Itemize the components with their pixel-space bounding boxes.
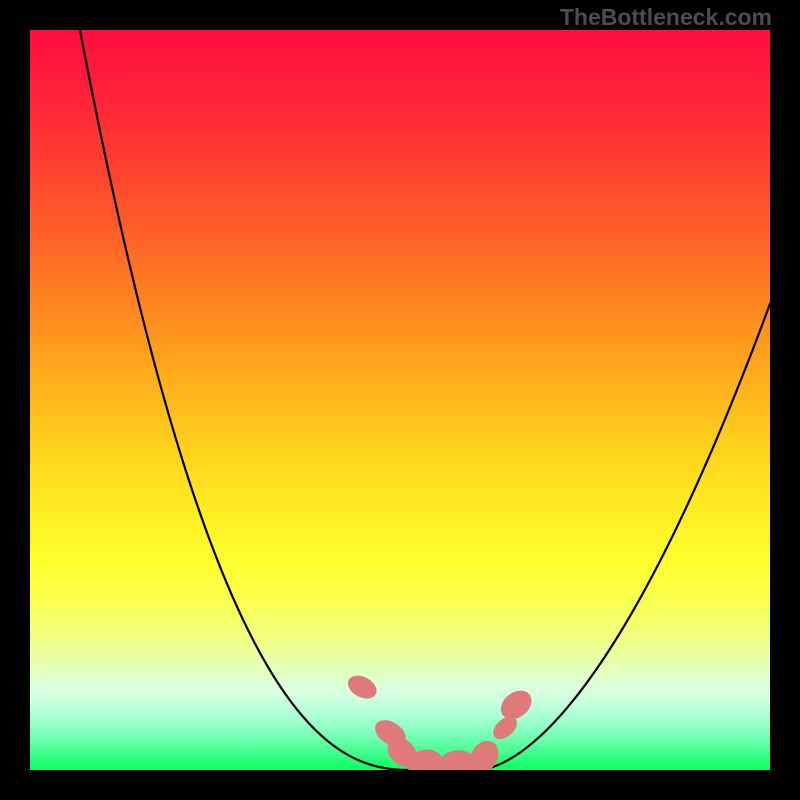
plot-area — [30, 30, 770, 770]
watermark-text: TheBottleneck.com — [560, 4, 772, 31]
chart-container: TheBottleneck.com — [0, 0, 800, 800]
plot-svg — [30, 30, 770, 770]
gradient-background — [30, 30, 770, 770]
